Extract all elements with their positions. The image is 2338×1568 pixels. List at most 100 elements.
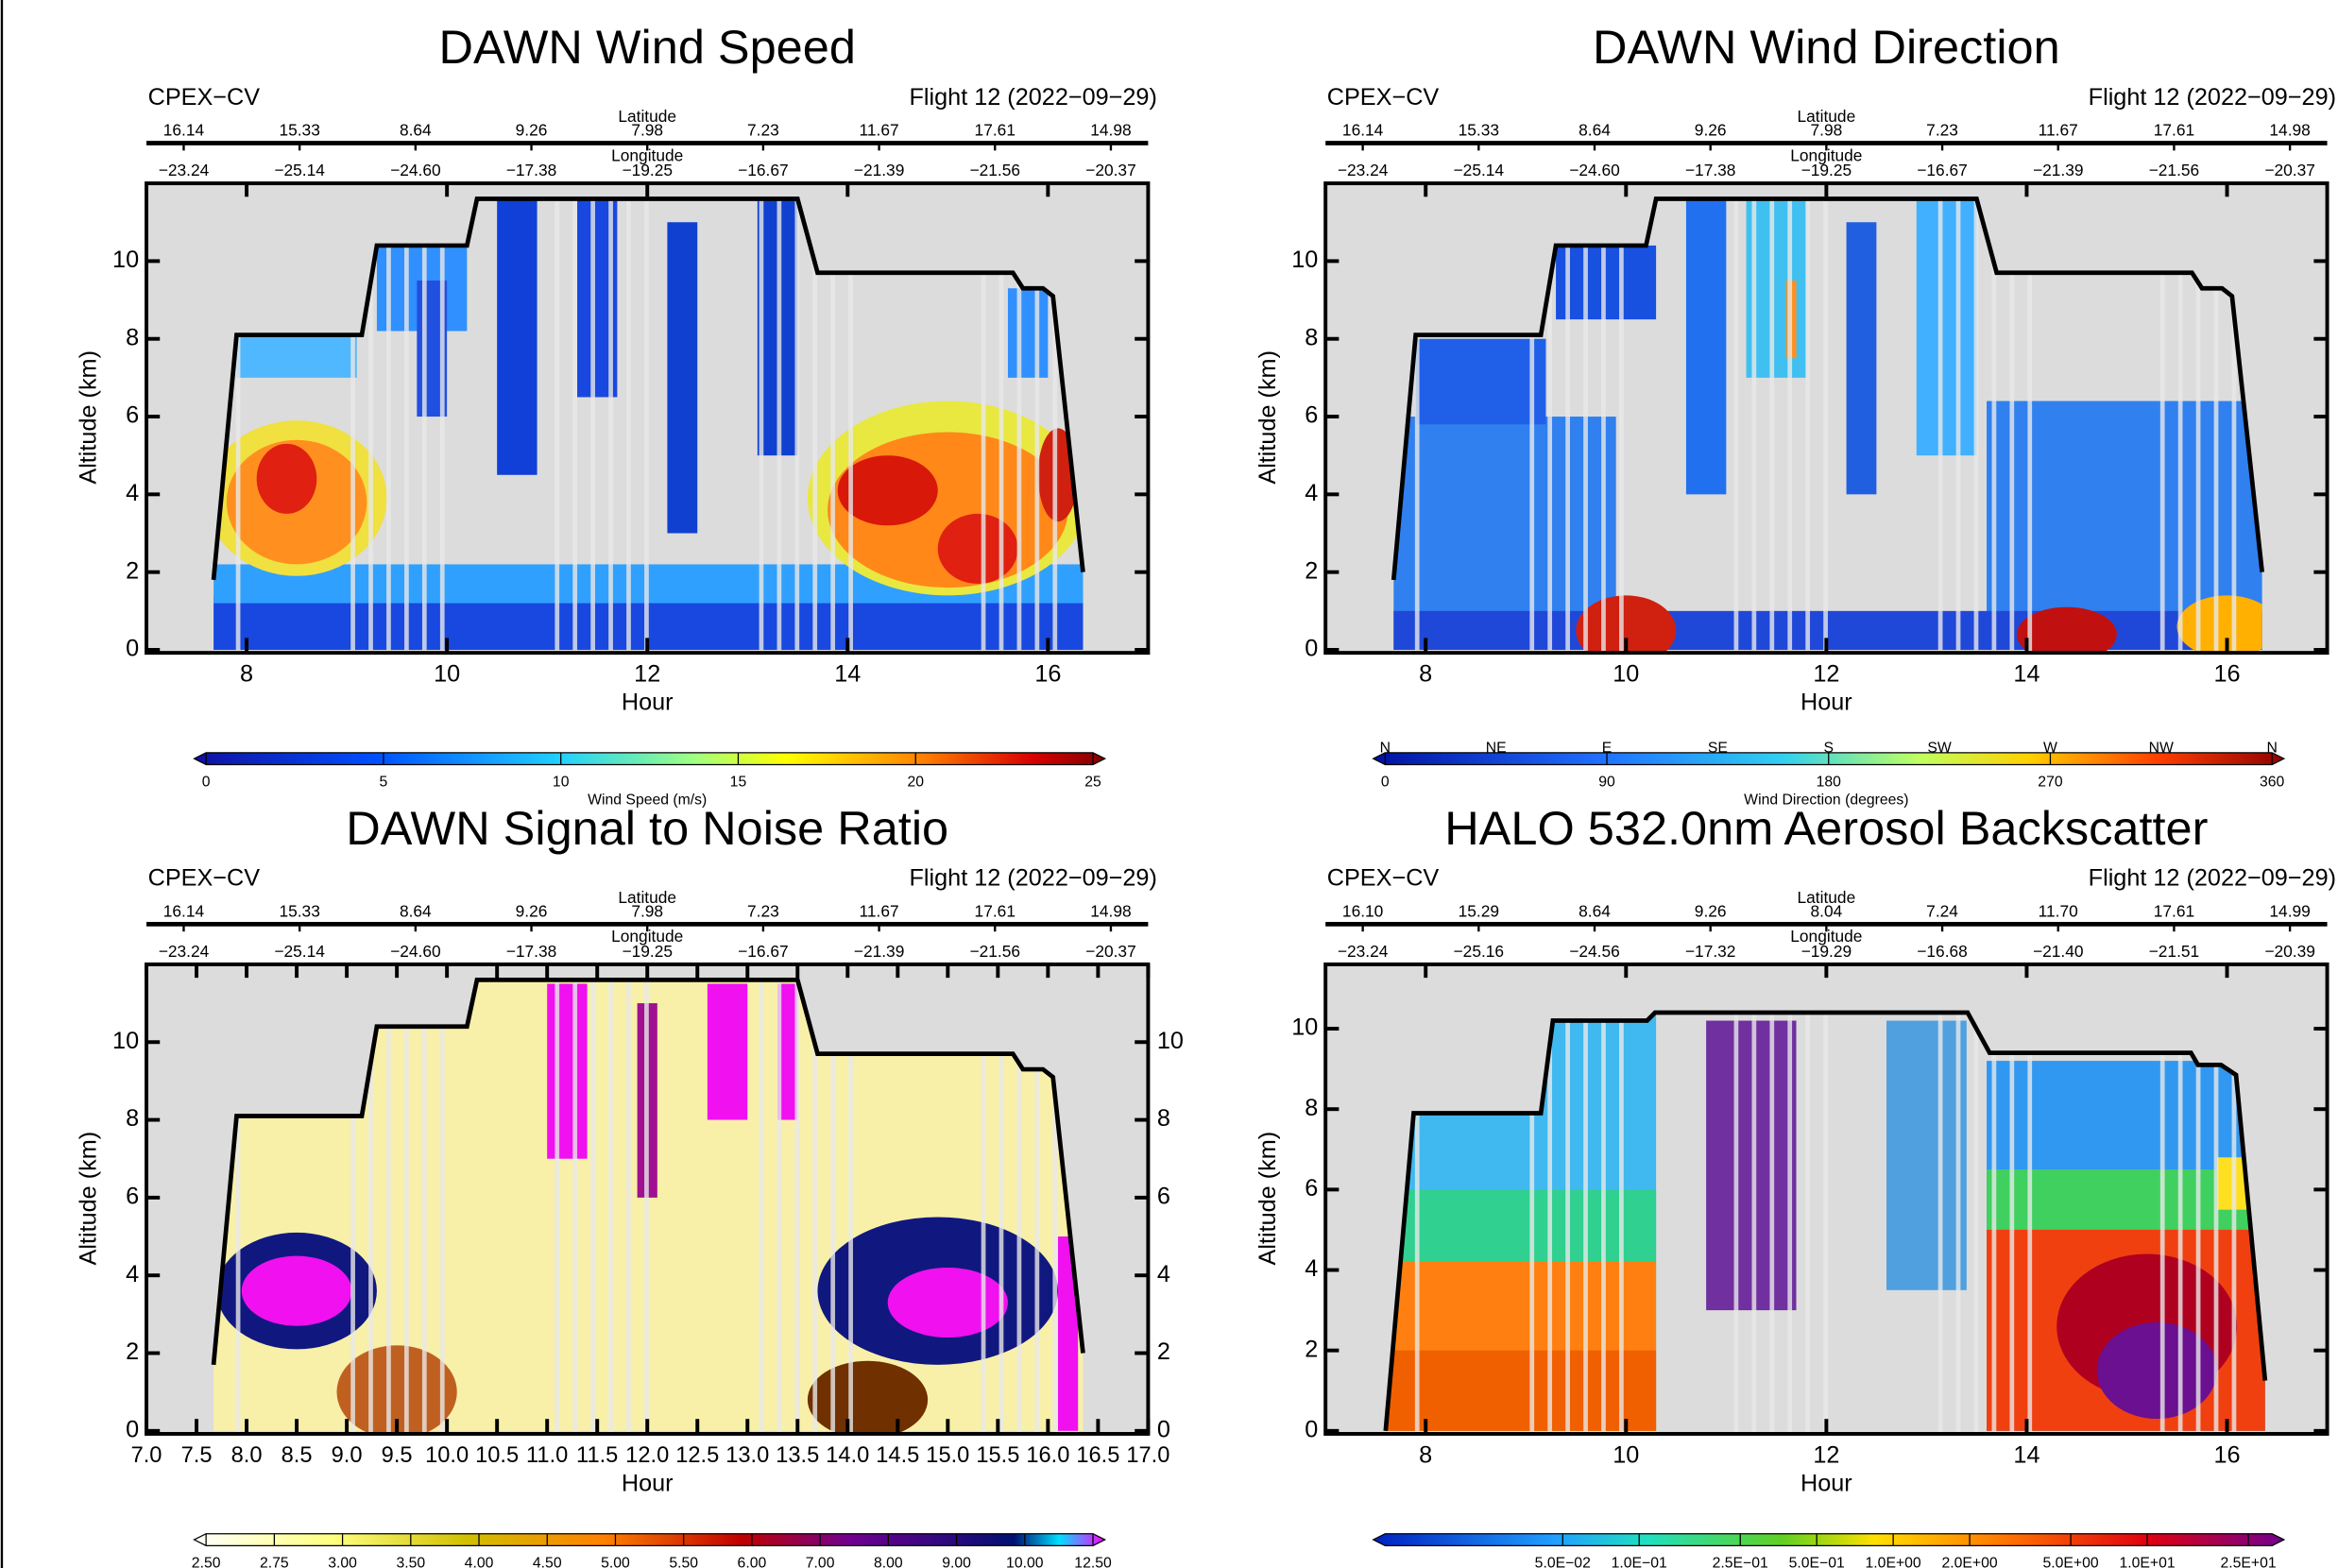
longitude-tick-label: −16.67 [738, 161, 789, 179]
longitude-tick-label: −24.60 [1569, 161, 1620, 179]
latitude-tick-label: 15.29 [1459, 901, 1499, 920]
panel: DAWN Signal to Noise Ratio CPEX−CV Flight … [76, 801, 1184, 1568]
longitude-tick-label: −19.25 [622, 161, 673, 179]
x-tick-label: 16 [2213, 1441, 2240, 1468]
longitude-tick-label: −21.56 [970, 942, 1021, 961]
campaign: CPEX−CV [148, 84, 261, 111]
curtain-region [937, 513, 1018, 585]
y-tick-label: 8 [126, 324, 139, 350]
gap-stripe [1955, 1013, 1961, 1434]
curtain-image [1393, 198, 2262, 654]
gap-stripe [1991, 1013, 1997, 1434]
longitude-tick-label: −16.67 [1917, 161, 1968, 179]
panel-title: HALO 532.0nm Aerosol Backscatter [1444, 801, 2208, 855]
gap-stripe [590, 980, 595, 1434]
y-tick-label-right: 6 [1157, 1184, 1170, 1210]
latitude-tick-label: 7.24 [1926, 901, 1958, 920]
x-tick-label: 8 [1419, 660, 1432, 687]
colorbar-tick-label: 5.0E−01 [1789, 1555, 1845, 1568]
longitude-tick-label: −21.39 [2033, 161, 2084, 179]
colorbar-tick-label: 2.5E+01 [2220, 1555, 2276, 1568]
longitude-tick-label: −20.37 [2264, 161, 2315, 179]
colorbar-tick-label: 15 [730, 775, 747, 791]
latitude-tick-label: 16.14 [163, 901, 205, 920]
latitude-tick-label: 7.98 [1810, 120, 1842, 139]
gap-stripe [1805, 1013, 1811, 1434]
colorbar-tick-label: 0 [202, 775, 211, 791]
x-tick-label: 9.5 [382, 1443, 413, 1468]
gap-stripe [421, 198, 427, 654]
flight-track [1383, 1010, 2268, 1432]
curtain-region [1886, 1020, 1967, 1290]
x-tick-label: 10.5 [475, 1443, 519, 1468]
gap-stripe [759, 980, 764, 1434]
gap-stripe [350, 198, 355, 654]
longitude-label: Longitude [1790, 145, 1862, 164]
gap-stripe [1529, 198, 1535, 654]
latitude-tick-label: 8.04 [1810, 901, 1842, 920]
x-tick-label: 15.5 [976, 1443, 1019, 1468]
gap-stripe [981, 198, 986, 654]
gap-stripe [555, 980, 560, 1434]
colorbar-tick-label: 4.50 [533, 1555, 562, 1568]
flight-track [211, 196, 1085, 581]
gap-stripe [368, 980, 373, 1434]
gap-stripe [1052, 198, 1058, 654]
longitude-tick-label: −24.60 [390, 161, 441, 179]
longitude-tick-label: −25.14 [274, 942, 325, 961]
gap-stripe [421, 980, 427, 1434]
gap-stripe [812, 198, 818, 654]
curtain-region [1007, 288, 1049, 378]
curtain-region [497, 198, 538, 475]
colorbar-tick-label: 9.00 [942, 1555, 971, 1568]
y-tick-label: 8 [1305, 1095, 1318, 1121]
gap-stripe [235, 980, 241, 1434]
x-tick-label: 10.0 [425, 1443, 469, 1468]
gap-stripe [644, 980, 649, 1434]
x-tick-label: 8.0 [231, 1443, 263, 1468]
longitude-tick-label: −23.24 [1338, 161, 1389, 179]
flight: Flight 12 (2022−09−29) [2089, 84, 2336, 111]
y-tick-label: 2 [1305, 557, 1318, 584]
colorbar-tick-label: 1.0E+01 [2119, 1555, 2175, 1568]
colorbar-tick-label: 2.75 [260, 1555, 289, 1568]
latitude-tick-label: 9.26 [516, 120, 548, 139]
curtain-region [1415, 338, 1546, 425]
longitude-tick-label: −17.38 [506, 942, 557, 961]
latitude-label: Latitude [618, 888, 676, 907]
x-tick-label: 15.0 [926, 1443, 969, 1468]
gap-stripe [1937, 198, 1943, 654]
longitude-label: Longitude [611, 145, 683, 164]
latitude-tick-label: 7.23 [747, 120, 779, 139]
y-tick-label: 10 [112, 1028, 139, 1054]
curtain-region [1385, 1350, 1657, 1431]
gap-stripe [2231, 198, 2237, 654]
gap-stripe [830, 198, 836, 654]
gap-stripe [1583, 1013, 1588, 1434]
gap-stripe [1052, 980, 1058, 1434]
gap-stripe [1751, 198, 1757, 654]
colorbar-tick-label: 5.00 [601, 1555, 630, 1568]
gap-stripe [981, 980, 986, 1434]
y-axis-label: Altitude (km) [76, 350, 102, 485]
gap-stripe [404, 980, 409, 1434]
longitude-tick-label: −16.68 [1917, 942, 1968, 961]
gap-stripe [2231, 1013, 2237, 1434]
longitude-tick-label: −19.25 [1801, 161, 1852, 179]
longitude-tick-label: −21.56 [2149, 161, 2200, 179]
x-tick-label: 16 [1034, 660, 1061, 687]
direction-label: N [1380, 740, 1391, 756]
colorbar-tick-label: 3.50 [396, 1555, 425, 1568]
gap-stripe [759, 198, 764, 654]
colorbar-tick-label: 5.0E+00 [2043, 1555, 2099, 1568]
flight: Flight 12 (2022−09−29) [910, 84, 1157, 111]
direction-label: SW [1927, 740, 1952, 756]
y-tick-label: 8 [126, 1105, 139, 1132]
y-tick-label: 4 [126, 480, 139, 506]
curtain-region [667, 222, 698, 534]
panel-title: DAWN Wind Direction [1593, 20, 2060, 74]
y-tick-label: 2 [126, 1338, 139, 1365]
curtain-region [1916, 198, 1977, 456]
latitude-tick-label: 7.98 [631, 120, 663, 139]
colorbar-tick-label: 12.50 [1074, 1555, 1112, 1568]
